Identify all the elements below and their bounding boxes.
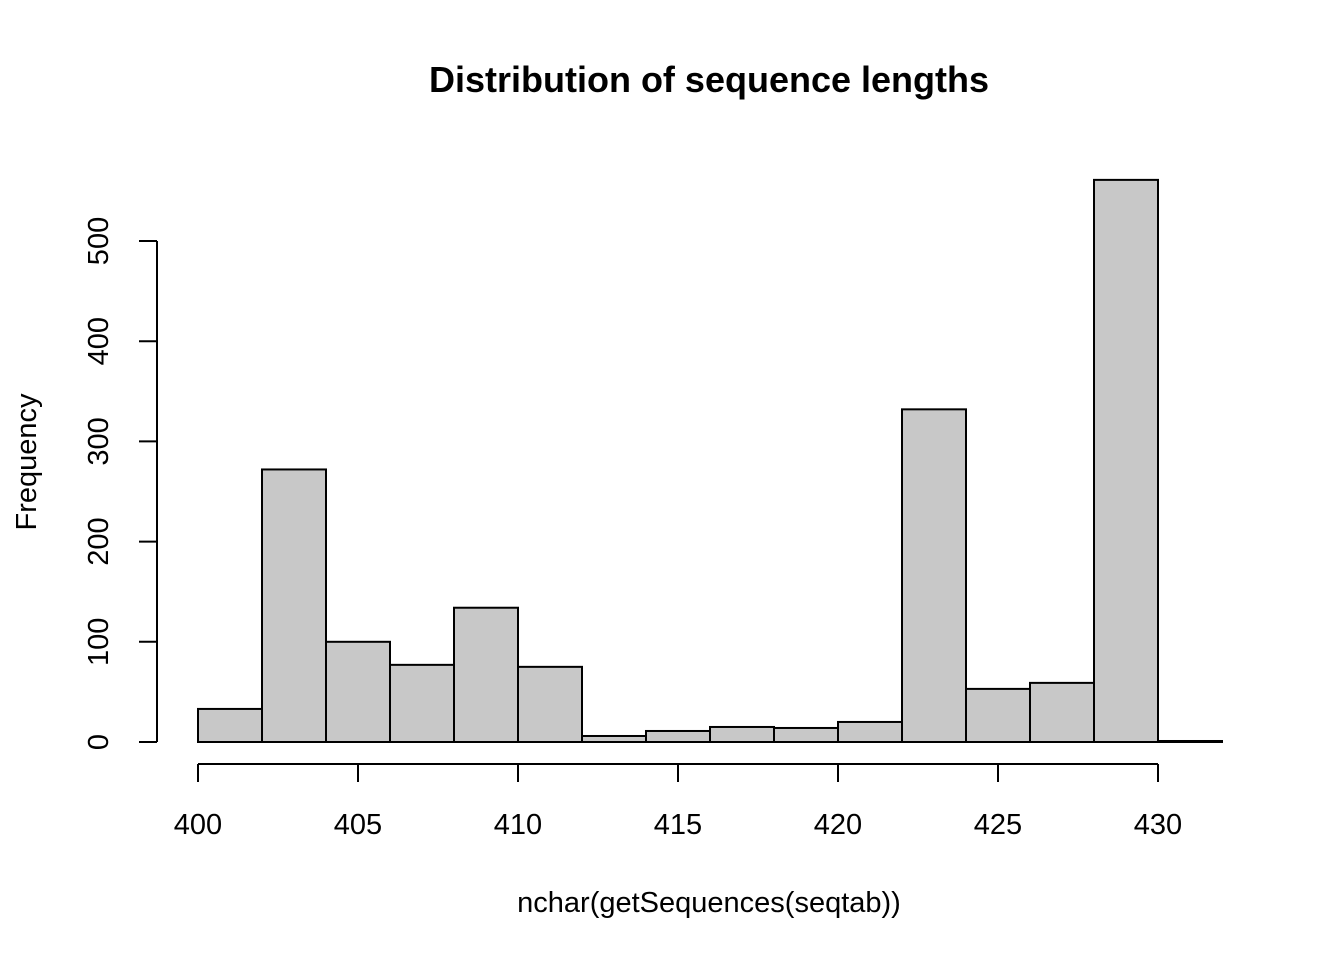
histogram-bar	[197, 707, 263, 744]
y-tick-label: 400	[83, 317, 115, 365]
x-tick-label: 405	[334, 809, 382, 841]
histogram-bar	[389, 663, 455, 744]
histogram-bar	[1157, 739, 1223, 743]
bars-group	[197, 178, 1223, 744]
histogram-bar	[453, 606, 519, 743]
y-tick-label: 500	[83, 217, 115, 265]
y-tick-label: 100	[83, 618, 115, 666]
histogram-bar	[517, 665, 583, 743]
histogram-bar	[773, 726, 839, 743]
histogram-bar	[581, 734, 647, 743]
histogram-bar	[837, 720, 903, 744]
histogram-bar	[261, 468, 327, 743]
x-tick-label: 400	[174, 809, 222, 841]
x-tick-label: 430	[1134, 809, 1182, 841]
histogram-bar	[325, 640, 391, 743]
histogram-bar	[1093, 178, 1159, 744]
x-tick-label: 425	[974, 809, 1022, 841]
histogram-bar	[901, 408, 967, 743]
x-axis-label: nchar(getSequences(seqtab))	[517, 887, 901, 919]
histogram-bar	[1029, 681, 1095, 744]
y-axis: 0 100 200 300 400 500	[83, 217, 158, 750]
y-axis-label: Frequency	[11, 393, 43, 531]
x-axis: 400 405 410 415 420 425 430	[174, 763, 1182, 841]
y-tick-label: 0	[83, 734, 115, 750]
y-tick-label: 200	[83, 517, 115, 565]
x-tick-label: 415	[654, 809, 702, 841]
y-tick-label: 300	[83, 417, 115, 465]
histogram-bar	[965, 687, 1031, 743]
x-tick-label: 410	[494, 809, 542, 841]
x-tick-label: 420	[814, 809, 862, 841]
histogram-bar	[645, 729, 711, 744]
histogram-bar	[709, 725, 775, 743]
chart-title: Distribution of sequence lengths	[429, 59, 989, 100]
